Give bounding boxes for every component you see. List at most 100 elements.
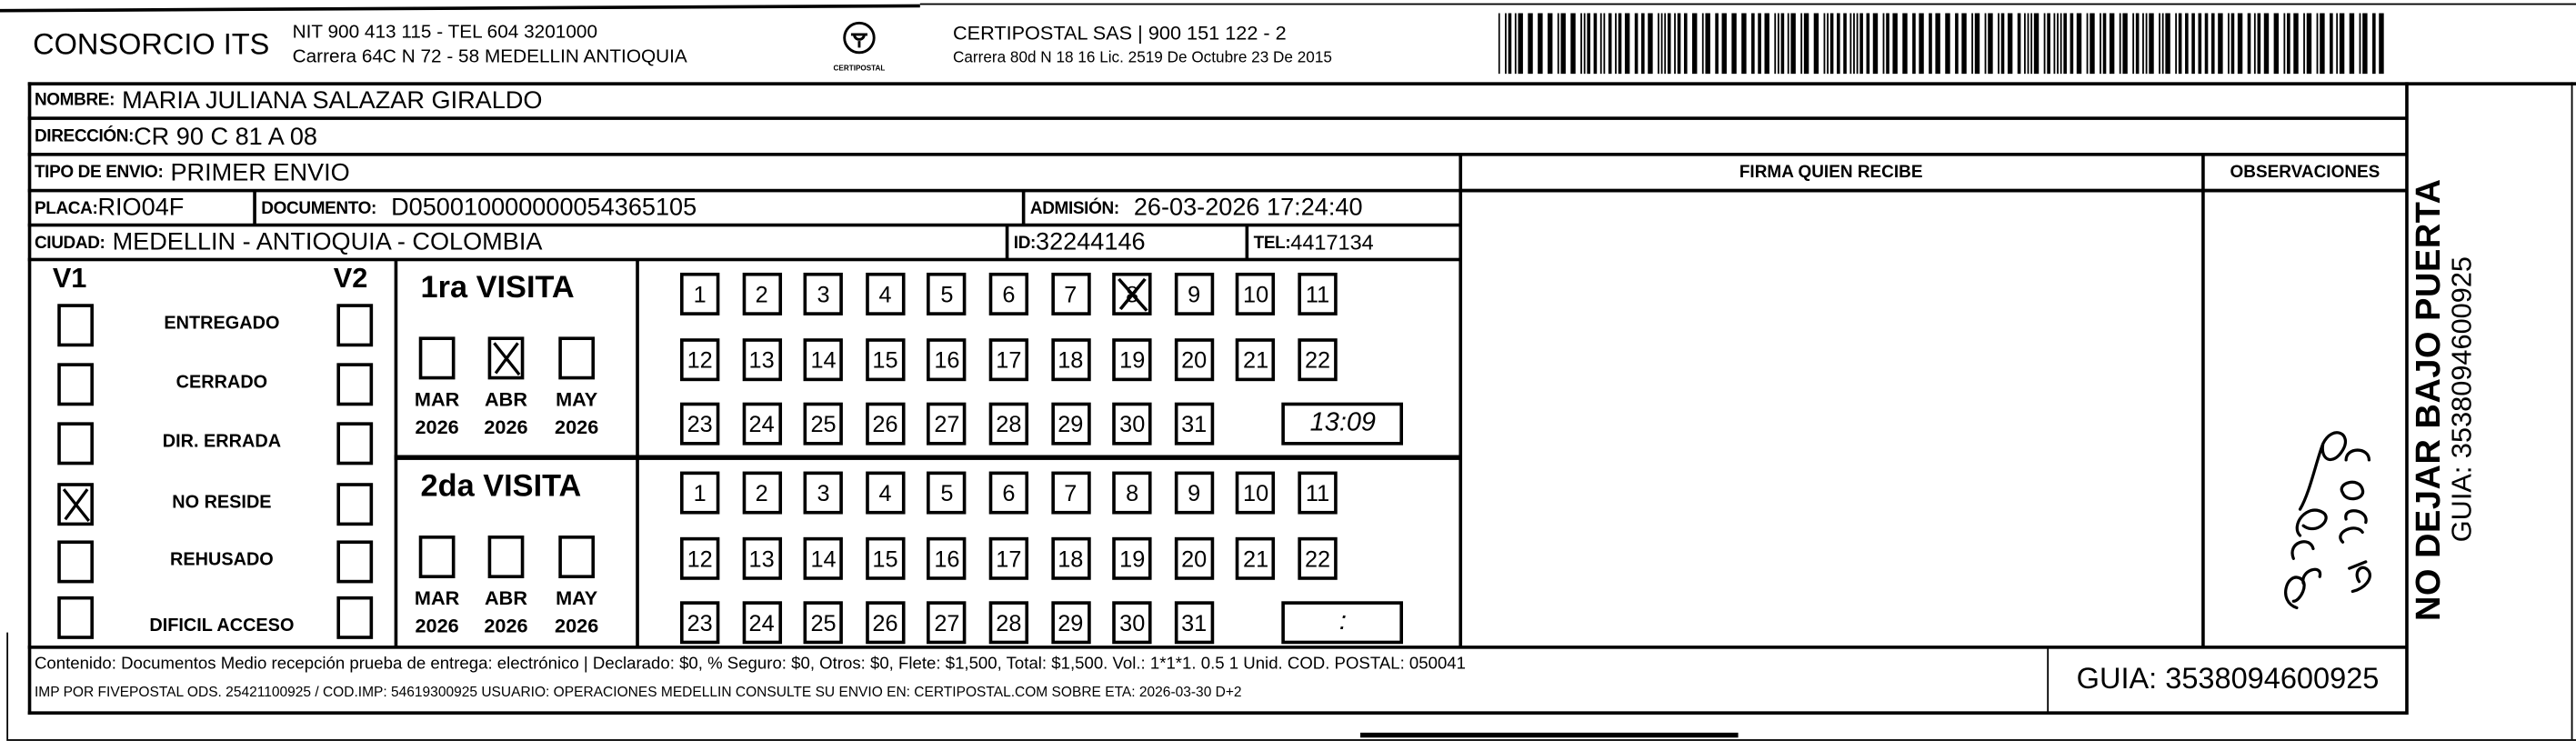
day-box[interactable]: 14 — [803, 338, 844, 382]
day-box[interactable]: 28 — [988, 402, 1029, 446]
barcode-bar — [1998, 13, 2000, 75]
day-box[interactable]: 13 — [741, 536, 782, 580]
day-box[interactable]: 12 — [680, 338, 720, 382]
day-box[interactable]: 10 — [1236, 272, 1276, 315]
day-box[interactable]: 1 — [680, 471, 720, 515]
day-box[interactable]: 22 — [1298, 536, 1338, 580]
day-box[interactable]: 20 — [1174, 536, 1214, 580]
barcode-bar — [2109, 13, 2115, 75]
visit-title: 1ra VISITA — [420, 271, 575, 306]
day-box[interactable]: 26 — [865, 601, 906, 645]
v2-checkbox[interactable] — [336, 422, 374, 466]
day-box[interactable]: 20 — [1174, 338, 1214, 382]
day-box[interactable]: 2 — [741, 272, 782, 315]
day-box[interactable]: 10 — [1236, 471, 1276, 515]
barcode-bar — [1677, 13, 1681, 75]
day-box[interactable]: 7 — [1050, 272, 1090, 315]
day-box[interactable]: 11 — [1298, 471, 1338, 515]
barcode-bar — [2165, 13, 2170, 75]
barcode-bar — [1660, 13, 1663, 75]
day-box[interactable]: 17 — [988, 536, 1029, 580]
nombre-row: NOMBRE: MARIA JULIANA SALAZAR GIRALDO — [30, 84, 543, 116]
month-checkbox[interactable] — [418, 536, 456, 578]
day-box[interactable]: 12 — [680, 536, 720, 580]
day-box[interactable]: 11 — [1298, 272, 1338, 315]
month-checkbox[interactable] — [487, 336, 525, 380]
day-box[interactable]: 4 — [865, 272, 906, 315]
day-box[interactable]: 5 — [927, 272, 967, 315]
day-box[interactable]: 3 — [803, 471, 844, 515]
day-box[interactable]: 6 — [988, 272, 1029, 315]
nombre-value: MARIA JULIANA SALAZAR GIRALDO — [122, 85, 543, 115]
v2-checkbox[interactable] — [336, 483, 374, 526]
day-box[interactable]: 1 — [680, 272, 720, 315]
day-box[interactable]: 3 — [803, 272, 844, 315]
v1-checkbox[interactable] — [57, 363, 94, 406]
barcode-bar — [1866, 13, 1870, 75]
v2-checkbox[interactable] — [336, 540, 374, 584]
day-box[interactable]: 30 — [1112, 402, 1152, 446]
month-checkbox[interactable] — [487, 536, 525, 578]
day-box[interactable]: 24 — [741, 601, 782, 645]
barcode-bar — [1971, 13, 1973, 75]
day-box[interactable]: 16 — [927, 536, 967, 580]
day-box[interactable]: 24 — [741, 402, 782, 446]
v2-checkbox[interactable] — [336, 304, 374, 347]
time-box[interactable]: : — [1282, 601, 1404, 645]
month-label: MAR 2026 — [404, 585, 469, 640]
barcode-bar — [2349, 13, 2355, 75]
v2-checkbox[interactable] — [336, 596, 374, 639]
v1-checkbox[interactable] — [57, 304, 94, 347]
day-box[interactable]: 31 — [1174, 601, 1214, 645]
day-box[interactable]: 7 — [1050, 471, 1090, 515]
month-checkbox[interactable] — [418, 336, 456, 380]
day-box[interactable]: 19 — [1112, 536, 1152, 580]
day-box[interactable]: 4 — [865, 471, 906, 515]
day-box[interactable]: 19 — [1112, 338, 1152, 382]
day-box[interactable]: 22 — [1298, 338, 1338, 382]
day-box[interactable]: 31 — [1174, 402, 1214, 446]
ciudad-value: MEDELLIN - ANTIOQUIA - COLOMBIA — [112, 228, 543, 256]
day-box[interactable]: 5 — [927, 471, 967, 515]
day-box[interactable]: 17 — [988, 338, 1029, 382]
day-box[interactable]: 27 — [927, 601, 967, 645]
day-box[interactable]: 9 — [1174, 272, 1214, 315]
day-box[interactable]: 23 — [680, 601, 720, 645]
v1-checkbox[interactable] — [57, 483, 94, 526]
day-box[interactable]: 21 — [1236, 536, 1276, 580]
day-box[interactable]: 27 — [927, 402, 967, 446]
side-guia: GUIA: 3538094600925 — [2446, 256, 2478, 543]
day-box[interactable]: 15 — [865, 338, 906, 382]
day-box[interactable]: 30 — [1112, 601, 1152, 645]
barcode-bar — [2047, 13, 2050, 75]
day-box[interactable]: 8 — [1112, 471, 1152, 515]
day-box[interactable]: 2 — [741, 471, 782, 515]
day-box[interactable]: 15 — [865, 536, 906, 580]
day-box[interactable]: 14 — [803, 536, 844, 580]
day-box[interactable]: 29 — [1050, 402, 1090, 446]
barcode-bar — [2007, 13, 2013, 75]
day-box[interactable]: 18 — [1050, 338, 1090, 382]
month-checkbox[interactable] — [558, 336, 596, 380]
day-box[interactable]: 25 — [803, 402, 844, 446]
month-checkbox[interactable] — [558, 536, 596, 578]
day-box[interactable]: 18 — [1050, 536, 1090, 580]
v2-checkbox[interactable] — [336, 363, 374, 406]
day-box[interactable]: 23 — [680, 402, 720, 446]
v1-checkbox[interactable] — [57, 422, 94, 466]
day-box[interactable]: 6 — [988, 471, 1029, 515]
v1-checkbox[interactable] — [57, 596, 94, 639]
day-box[interactable]: 8 — [1112, 272, 1152, 315]
day-box[interactable]: 16 — [927, 338, 967, 382]
day-box[interactable]: 29 — [1050, 601, 1090, 645]
time-box[interactable]: 13:09 — [1282, 402, 1404, 446]
day-box[interactable]: 28 — [988, 601, 1029, 645]
company-info: NIT 900 413 115 - TEL 604 3201000 Carrer… — [293, 21, 687, 70]
day-box[interactable]: 13 — [741, 338, 782, 382]
v1-checkbox[interactable] — [57, 540, 94, 584]
day-box[interactable]: 26 — [865, 402, 906, 446]
day-box[interactable]: 21 — [1236, 338, 1276, 382]
day-box[interactable]: 25 — [803, 601, 844, 645]
day-box[interactable]: 9 — [1174, 471, 1214, 515]
